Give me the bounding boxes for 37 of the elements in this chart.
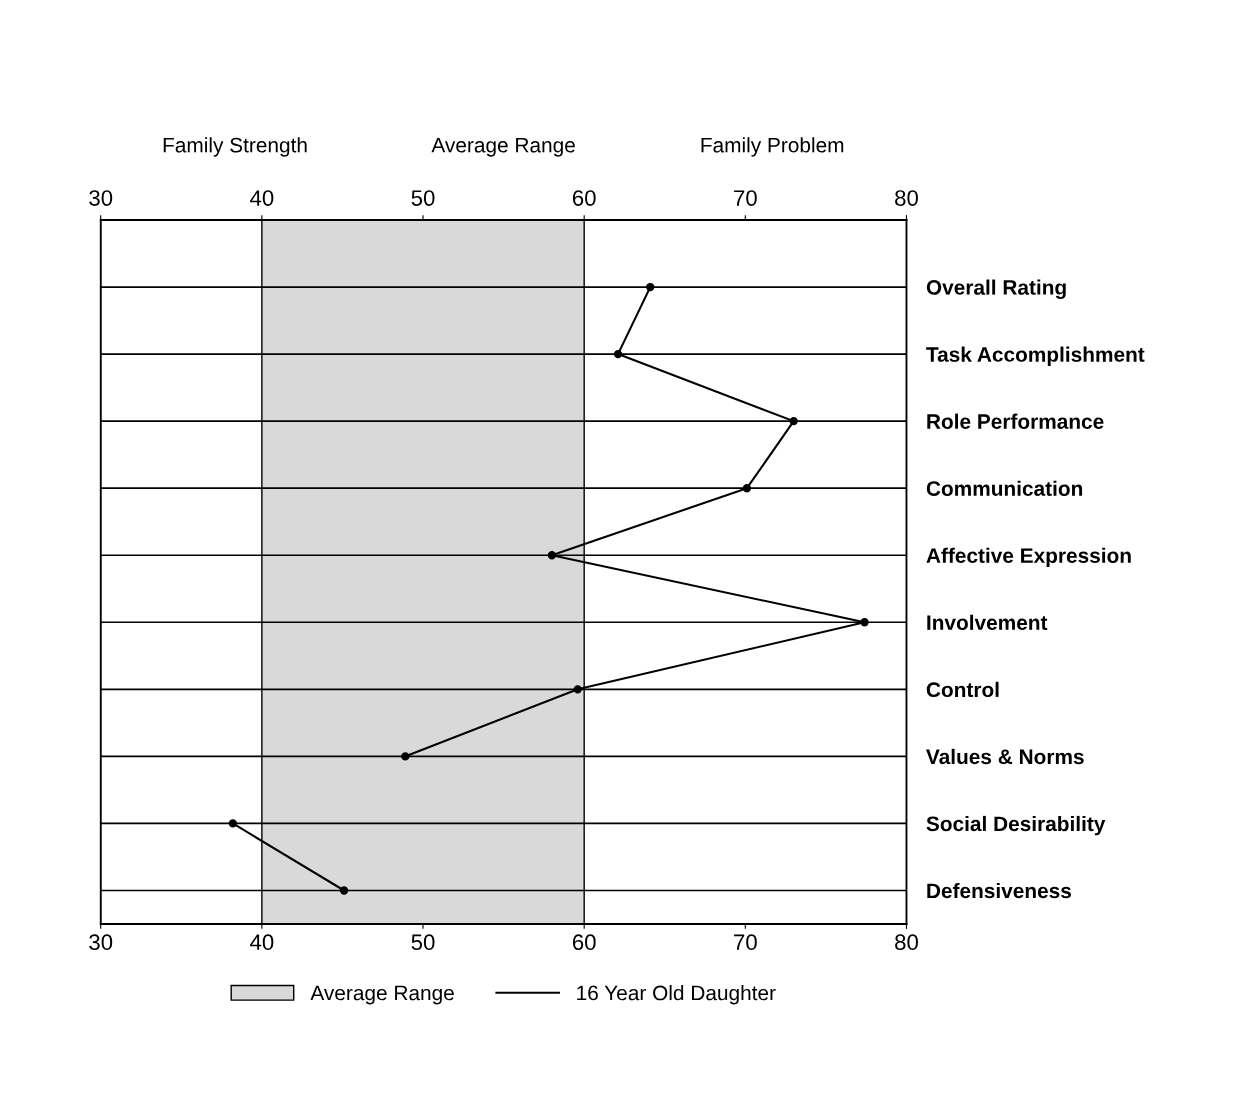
x-tick-label: 80	[895, 934, 918, 951]
point	[646, 282, 655, 292]
y-tick-label: Role Performance	[927, 413, 1104, 429]
legend-label: Average Range	[310, 985, 454, 1005]
y-tick-label: Defensiveness	[927, 882, 1071, 899]
point	[789, 416, 798, 426]
y-tick-label: Task Accomplishment	[926, 346, 1145, 366]
point	[547, 551, 557, 560]
y-tick-label: Affective Expression	[926, 547, 1131, 568]
y-tick-label: Control	[926, 681, 999, 698]
x2-tick-label: 40	[250, 190, 274, 206]
legend-label: 16 Year Old Daughter	[577, 984, 776, 1005]
x2-tick-label: 70	[734, 190, 757, 206]
x-tick-label: 30	[89, 934, 113, 951]
point	[401, 752, 410, 761]
x2-tick-label: 30	[89, 190, 113, 206]
point	[742, 484, 752, 493]
x2-tick-label: 80	[895, 190, 918, 206]
text: Family Strength	[163, 137, 307, 157]
point	[613, 349, 623, 359]
y-tick-label: Overall Rating	[926, 279, 1066, 300]
y-tick-label: Social Desirability	[926, 815, 1106, 836]
point	[339, 886, 349, 895]
text: Average Range	[431, 137, 575, 157]
point	[860, 618, 869, 627]
text: Family Problem	[701, 137, 844, 157]
y-tick-label: Communication	[926, 480, 1083, 496]
point	[573, 685, 582, 694]
x-tick-label: 50	[411, 934, 435, 951]
y-tick-label: Values & Norms	[926, 748, 1084, 765]
x-tick-label: 70	[734, 934, 757, 951]
x2-tick-label: 60	[572, 190, 596, 206]
x2-tick-label: 50	[411, 190, 435, 206]
y-tick-label: Involvement	[927, 614, 1048, 631]
x-tick-label: 40	[250, 934, 274, 951]
point	[228, 819, 238, 828]
x-tick-label: 60	[572, 934, 596, 951]
